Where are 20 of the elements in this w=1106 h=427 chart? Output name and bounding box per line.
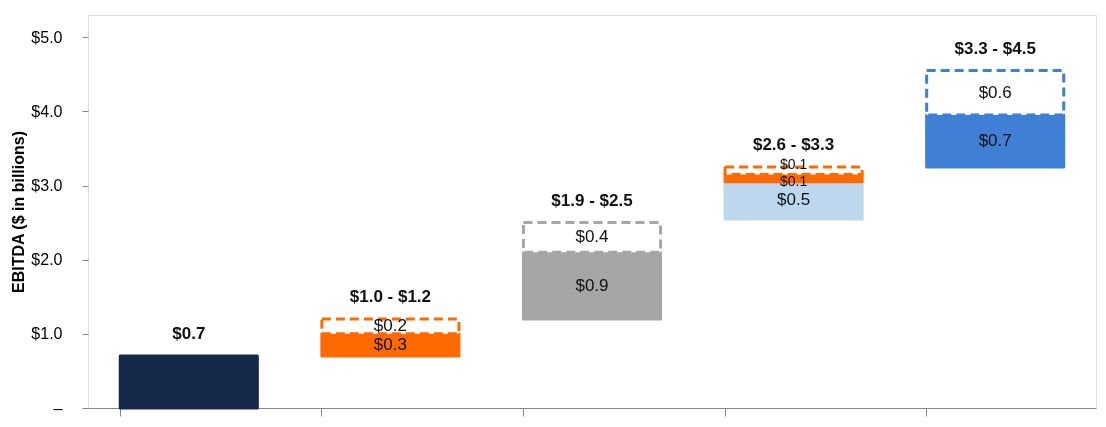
data-label: $0.4 [575,227,609,247]
total-label: $1.0 - $1.2 [349,287,432,307]
total-label: $1.9 - $2.5 [551,190,633,210]
bar [118,354,259,410]
data-label: $0.3 [373,334,407,354]
total-label: $0.7 [172,324,206,344]
y-tick-label: $4.0 [31,102,63,120]
data-label: $0.7 [978,131,1012,151]
data-label: $0.9 [575,275,609,295]
total-label: $3.3 - $4.5 [954,38,1036,58]
data-label: $0.5 [777,190,811,210]
data-label: $0.2 [373,316,407,336]
y-tick-label: $3.0 [31,177,63,195]
y-tick-label: $2.0 [31,251,63,269]
y-tick-label: $5.0 [31,28,63,46]
data-label: $0.6 [978,82,1012,102]
y-tick-label: – [53,399,63,417]
y-tick-label: $1.0 [31,325,63,343]
total-label: $2.6 - $3.3 [752,135,835,155]
y-axis-title: EBITDA ($ in billions) [10,130,28,294]
